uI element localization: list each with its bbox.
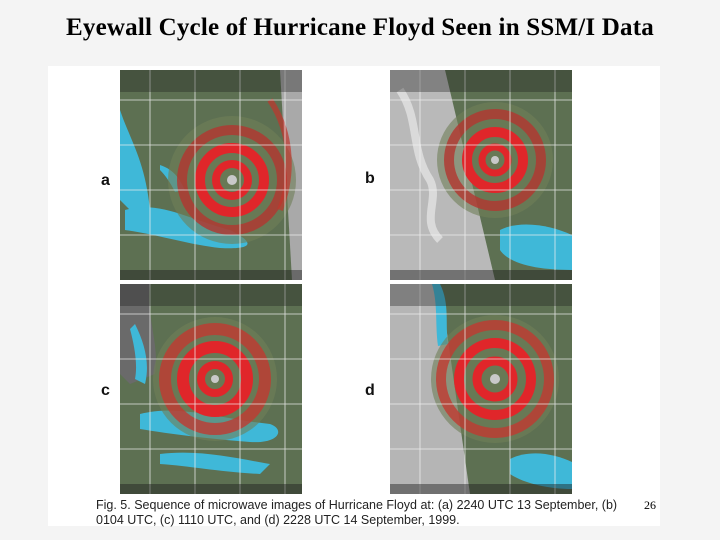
microwave-image-a xyxy=(120,70,302,280)
microwave-image-b xyxy=(390,70,572,280)
figure-caption: Fig. 5. Sequence of microwave images of … xyxy=(96,498,618,527)
microwave-image-c-graphic xyxy=(120,284,302,494)
slide-title: Eyewall Cycle of Hurricane Floyd Seen in… xyxy=(66,14,654,41)
microwave-image-a-graphic xyxy=(120,70,302,280)
panel-label-b: b xyxy=(365,170,375,187)
microwave-image-b-graphic xyxy=(390,70,572,280)
microwave-image-d xyxy=(390,284,572,494)
panel-label-c: c xyxy=(101,382,110,399)
panel-label-a: a xyxy=(101,172,110,189)
panel-label-d: d xyxy=(365,382,375,399)
microwave-image-c xyxy=(120,284,302,494)
microwave-image-d-graphic xyxy=(390,284,572,494)
hurricane-figure: a b c d xyxy=(48,66,660,527)
slide-number: 26 xyxy=(644,498,656,512)
